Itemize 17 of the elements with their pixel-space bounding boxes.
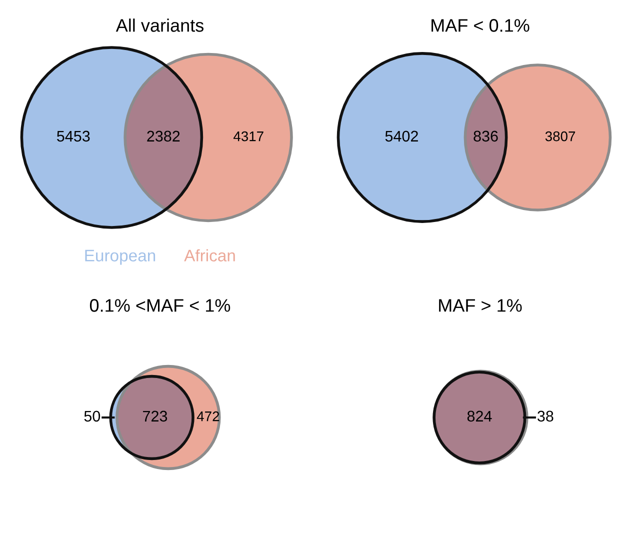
data-label: 2382 [147,130,180,142]
text: European [85,250,156,265]
text: African [184,249,235,262]
data-label: 5402 [385,130,418,142]
data-label: 4317 [233,131,264,142]
text: All variants [116,18,204,32]
data-label: 3807 [545,131,576,142]
data-label: 723 [143,410,168,422]
data-label: 824 [467,410,492,422]
data-label: 38 [538,410,554,422]
data-label: 50 [84,410,100,422]
text: 0.1% <MAF < 1% [90,299,230,312]
data-label: 5453 [57,130,90,142]
data-label: 472 [196,411,220,422]
data-label: 836 [474,130,498,142]
text: MAF < 0.1% [432,19,530,32]
text: MAF > 1% [439,299,522,312]
